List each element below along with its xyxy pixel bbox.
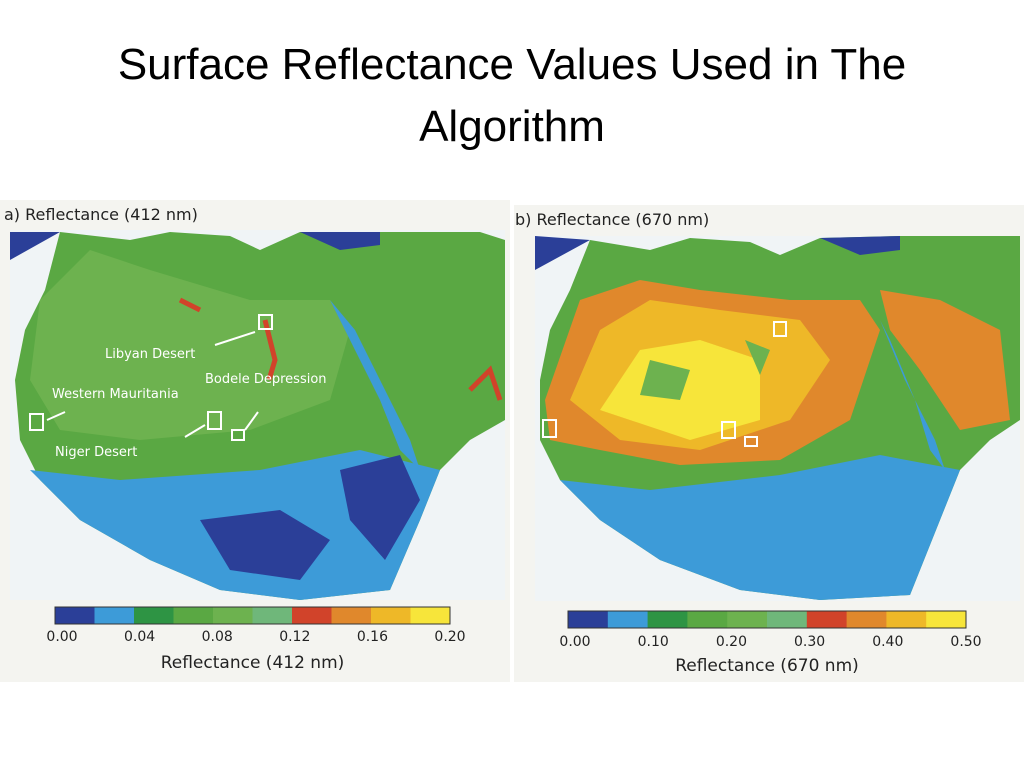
colorbar-tick-label: 0.00 [46, 629, 77, 645]
colorbar-segment [371, 607, 411, 624]
colorbar-tick-label: 0.16 [357, 629, 388, 645]
colorbar-tick-label: 0.50 [950, 634, 981, 650]
colorbar-frame [54, 606, 451, 625]
colorbar-segment [687, 611, 728, 628]
colorbar-label: Reflectance (670 nm) [675, 656, 859, 676]
annotation: Western Mauritania [52, 387, 179, 402]
colorbar-tick-label: 0.10 [638, 634, 669, 650]
colorbar-segment [94, 607, 135, 624]
colorbar-segment [846, 611, 887, 628]
colorbar-segment [926, 611, 967, 628]
annotation: Libyan Desert [105, 347, 195, 362]
colorbar-segment [410, 607, 451, 624]
colorbar-segment [647, 611, 688, 628]
colorbar-segment [55, 607, 95, 624]
colorbar-segment [292, 607, 332, 624]
colorbar-frame [567, 610, 967, 629]
colorbar-segment [886, 611, 927, 628]
panel-label: b) Reflectance (670 nm) [515, 210, 709, 229]
colorbar-tick-label: 0.12 [279, 629, 310, 645]
colorbar-tick-label: 0.20 [716, 634, 747, 650]
colorbar-segment [213, 607, 253, 624]
colorbar-segment [134, 607, 174, 624]
panel-label: a) Reflectance (412 nm) [4, 205, 198, 224]
annotation: Bodele Depression [205, 372, 327, 387]
map: Libyan Desert Western Mauritania Bodele … [10, 230, 505, 600]
colorbar-label: Reflectance (412 nm) [161, 653, 345, 673]
colorbar-segment [252, 607, 293, 624]
colorbar-tick-label: 0.40 [872, 634, 903, 650]
map [535, 236, 1020, 601]
colorbars: 0.00 0.04 0.08 0.12 0.16 0.20 Reflectance (412… [46, 606, 982, 676]
colorbar-segment [607, 611, 649, 628]
colorbar-segment [173, 607, 214, 624]
colorbar-tick-label: 0.20 [434, 629, 465, 645]
colorbar-segment [806, 611, 848, 628]
colorbar-tick-label: 0.08 [202, 629, 233, 645]
colorbar-segment [331, 607, 372, 624]
colorbar-segment [568, 611, 609, 628]
annotation: Niger Desert [55, 445, 137, 460]
slide-title: Surface Reflectance Values Used in The A… [117, 40, 907, 151]
colorbar-segment [767, 611, 808, 628]
colorbar-tick-label: 0.00 [559, 634, 590, 650]
colorbar-tick-label: 0.04 [124, 629, 155, 645]
colorbar-tick-label: 0.30 [794, 634, 825, 650]
colorbar-segment [727, 611, 768, 628]
